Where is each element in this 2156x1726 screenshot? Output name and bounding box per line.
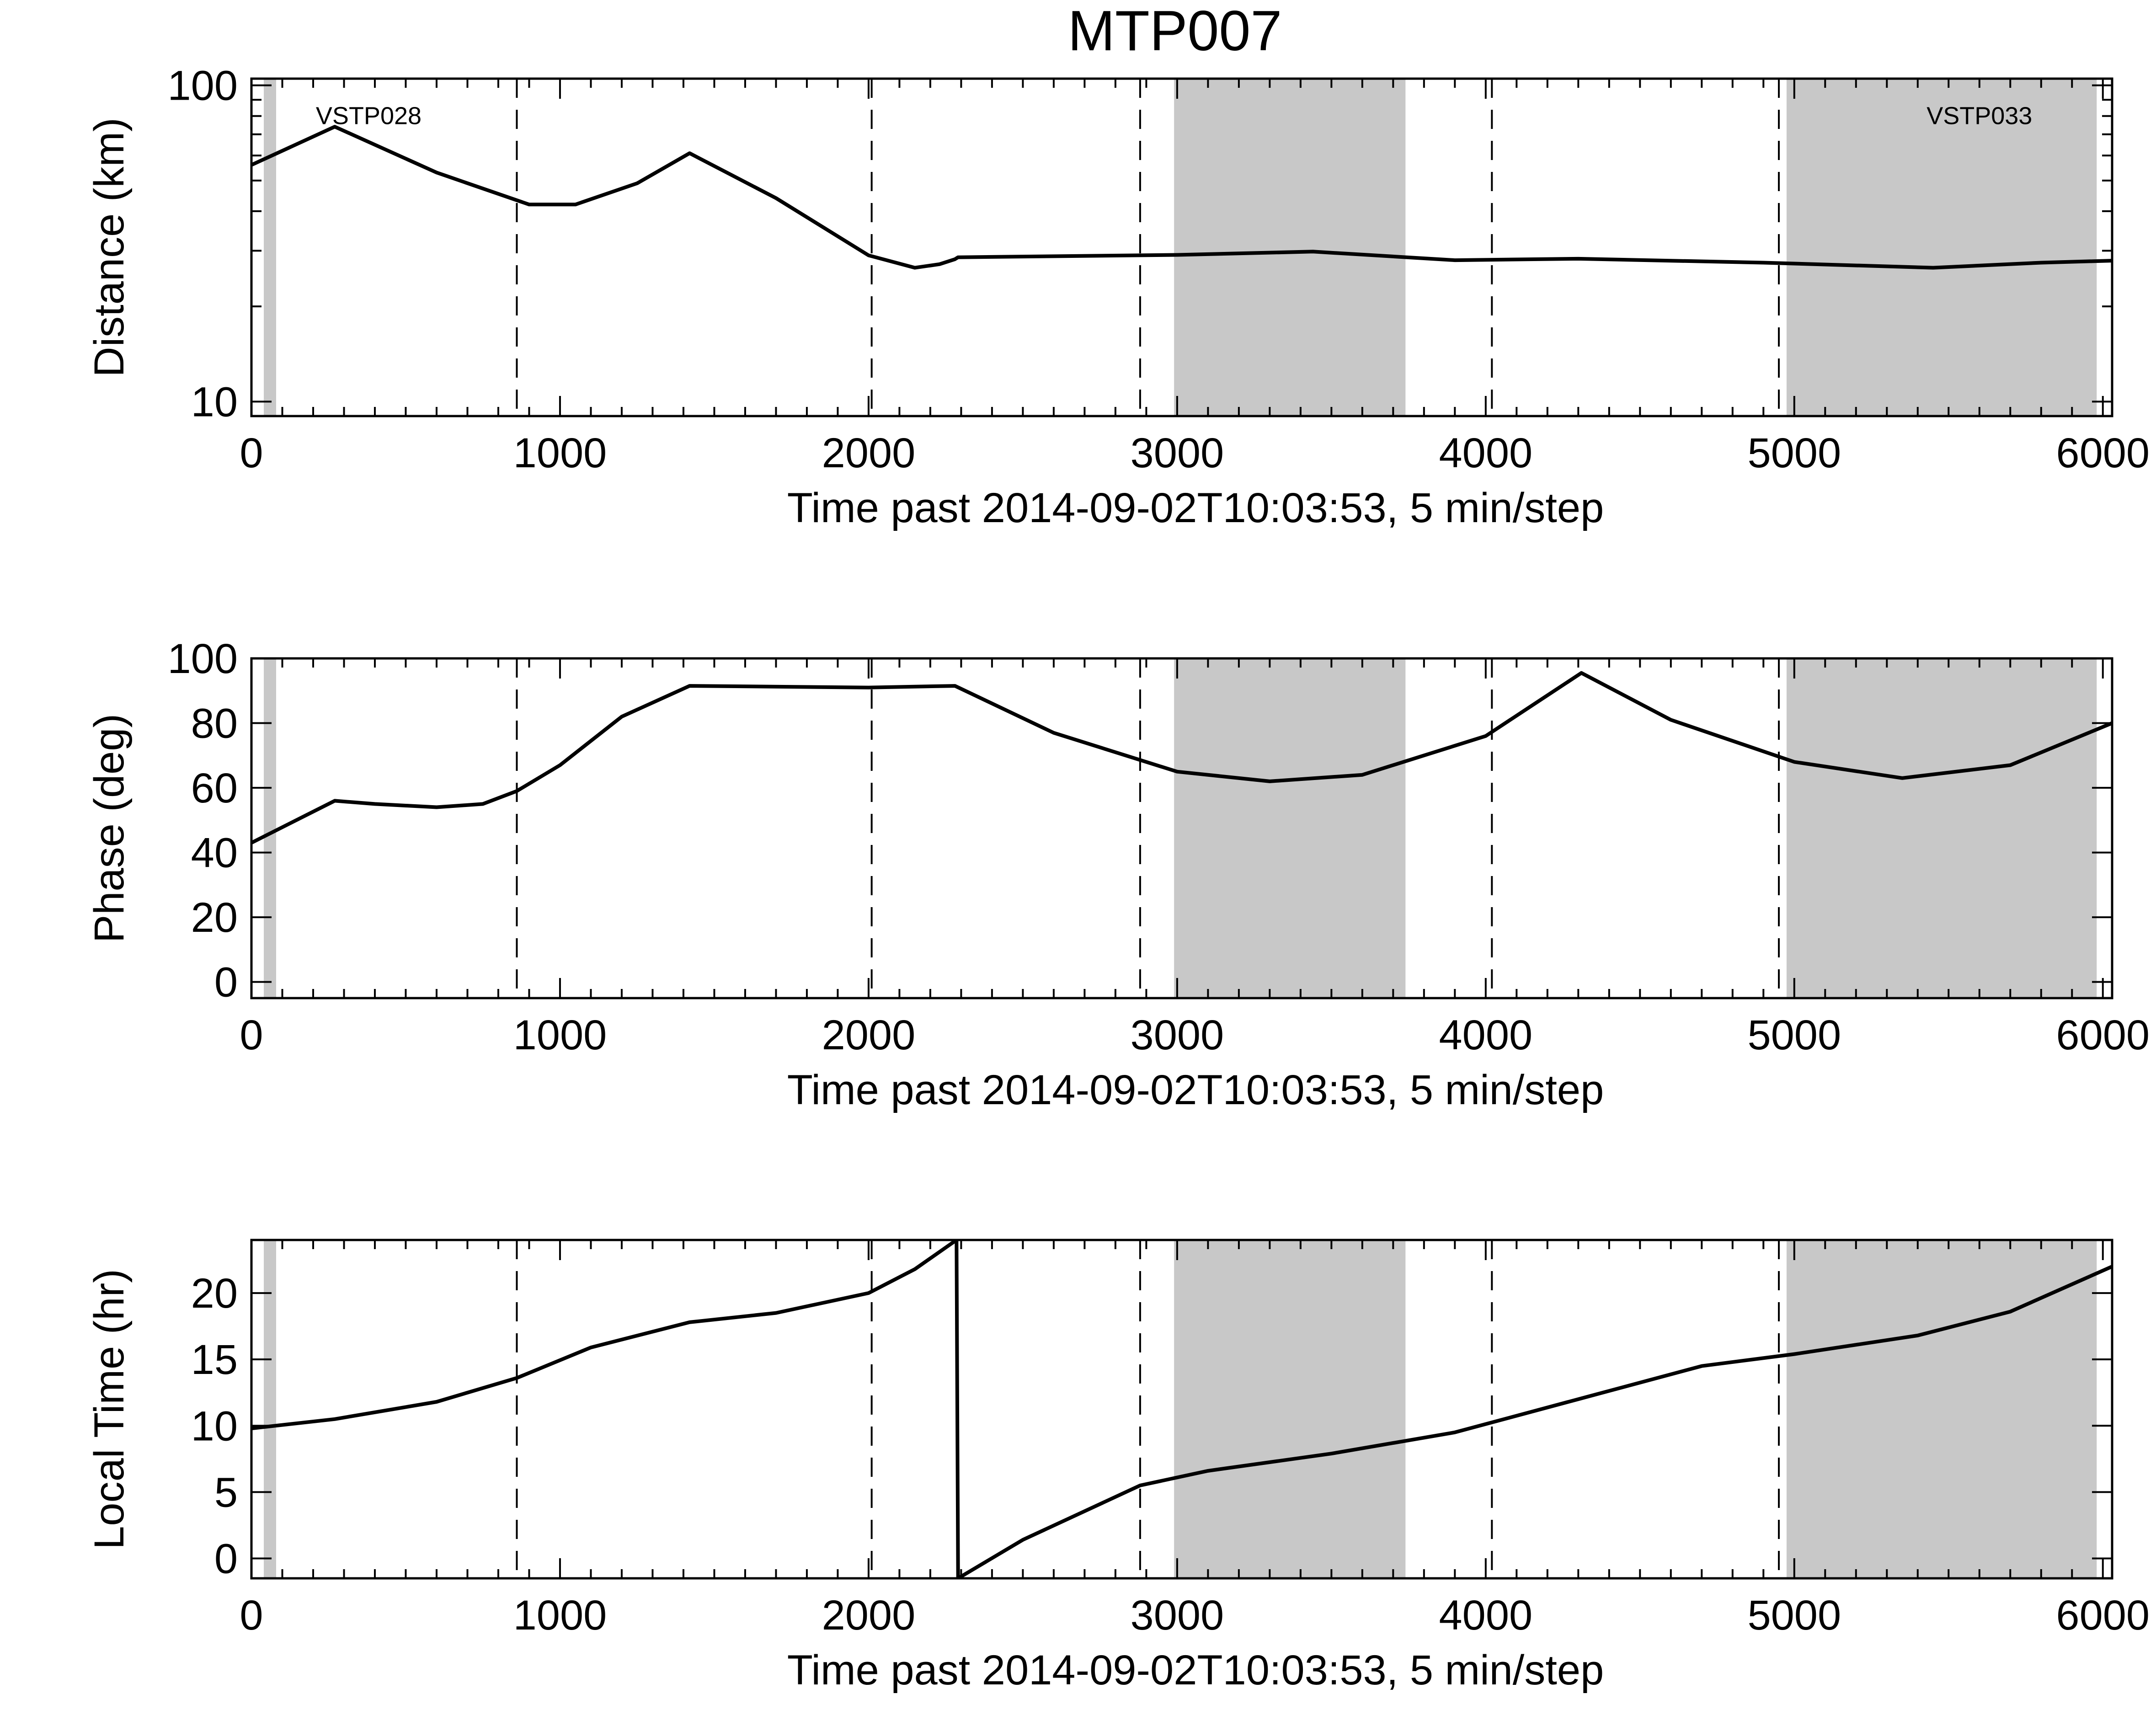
x-tick-label: 5000 [1747,430,1841,476]
x-tick-label: 4000 [1439,430,1532,476]
plot-frame [250,1239,2113,1580]
y-tick-label: 60 [191,765,238,812]
x-tick-label: 2000 [822,1592,916,1639]
shaded-region [1174,1240,1406,1578]
y-tick-label: 40 [191,830,238,876]
y-tick-label: 0 [214,1535,238,1582]
x-tick-label: 1000 [513,430,607,476]
annotation-label: VSTP033 [1927,102,2032,130]
x-tick-label: 2000 [822,430,916,476]
y-tick-label: 20 [191,894,238,941]
shaded-region [263,1240,276,1578]
x-tick-label: 2000 [822,1012,916,1058]
plot-frame [250,77,2113,417]
shaded-region [263,658,276,998]
x-tick-label: 6000 [2056,1012,2150,1058]
y-tick-label: 80 [191,700,238,747]
shaded-region [263,79,276,416]
chart-panel-1: 0 1000 2000 3000 4000 5000 6000 10 100 Time past … [86,63,2150,531]
x-tick-label: 0 [240,1012,263,1058]
x-axis-label: Time past 2014-09-02T10:03:53, 5 min/ste… [787,1067,1604,1113]
x-tick-label: 5000 [1747,1592,1841,1639]
x-tick-label: 6000 [2056,430,2150,476]
chart-panel-3: 0 1000 2000 3000 4000 5000 6000 0 5 10 15 20 Time pa… [86,1239,2150,1694]
x-tick-label: 0 [240,1592,263,1639]
x-tick-label: 5000 [1747,1012,1841,1058]
x-axis-label: Time past 2014-09-02T10:03:53, 5 min/ste… [787,1647,1604,1694]
y-axis-label: Local Time (hr) [86,1269,133,1550]
x-tick-label: 0 [240,430,263,476]
x-tick-label: 4000 [1439,1592,1532,1639]
annotation-label: VSTP028 [316,102,422,130]
y-tick-label: 15 [191,1336,238,1383]
shaded-region [1174,658,1406,998]
x-tick-label: 6000 [2056,1592,2150,1639]
shaded-region [1786,79,2097,416]
y-tick-label: 100 [168,636,238,682]
x-tick-label: 3000 [1131,1012,1224,1058]
series-line-local-time [251,1240,2112,1578]
x-axis-label: Time past 2014-09-02T10:03:53, 5 min/ste… [787,485,1604,531]
y-tick-label: 20 [191,1270,238,1317]
y-tick-label: 10 [191,1403,238,1449]
y-tick-label: 5 [214,1469,238,1516]
figure-title: MTP007 [1068,0,1282,63]
y-axis-label: Distance (km) [86,118,133,377]
chart-panel-2: 0 1000 2000 3000 4000 5000 6000 0 20 40 60 80 100 Tim… [86,636,2150,1113]
plot-frame [250,657,2113,999]
x-tick-label: 3000 [1131,430,1224,476]
y-tick-label: 0 [214,959,238,1006]
x-tick-label: 1000 [513,1012,607,1058]
x-tick-label: 1000 [513,1592,607,1639]
shaded-region [1786,658,2097,998]
y-tick-label: 10 [191,379,238,425]
x-tick-label: 4000 [1439,1012,1532,1058]
y-tick-label: 100 [168,63,238,109]
shaded-region [1786,1240,2097,1578]
y-axis-label: Phase (deg) [86,714,133,943]
x-tick-label: 3000 [1131,1592,1224,1639]
series-line-phase [251,671,2112,845]
shaded-region [1174,79,1406,416]
series-line-distance [251,125,2112,270]
